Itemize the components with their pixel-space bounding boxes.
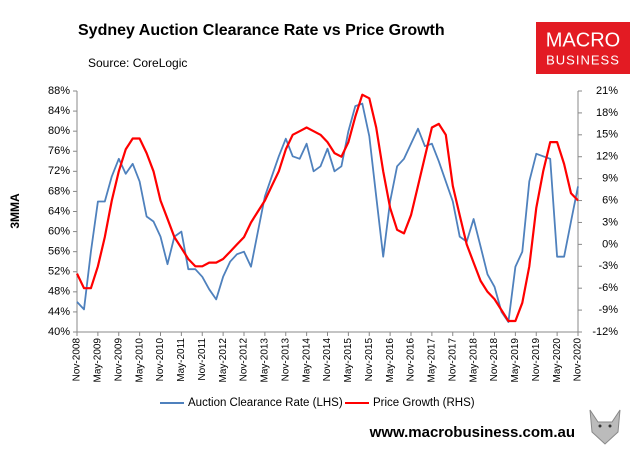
x-tick-label: Nov-2011 — [197, 338, 208, 381]
legend-label: Auction Clearance Rate (LHS) — [188, 397, 343, 409]
y2-tick-label: 0% — [602, 238, 618, 250]
x-tick-label: May-2010 — [134, 338, 145, 383]
x-tick-label: Nov-2015 — [364, 338, 375, 382]
y-tick-label: 44% — [48, 306, 70, 318]
y2-tick-label: -12% — [592, 326, 618, 338]
x-tick-label: May-2014 — [301, 338, 312, 383]
y2-tick-label: -3% — [598, 260, 618, 272]
y-tick-label: 64% — [48, 205, 70, 217]
y-tick-label: 88% — [48, 85, 70, 97]
wolf-icon — [589, 409, 621, 445]
x-tick-label: May-2019 — [510, 338, 521, 383]
y-tick-label: 52% — [48, 266, 70, 278]
x-tick-label: Nov-2014 — [322, 338, 333, 382]
y2-tick-label: 18% — [596, 107, 618, 119]
x-tick-label: May-2020 — [552, 338, 563, 383]
x-tick-label: Nov-2008 — [72, 338, 83, 382]
y-axis-label: 3MMA — [8, 193, 22, 229]
x-tick-label: Nov-2016 — [406, 338, 417, 382]
chart-subtitle: Source: CoreLogic — [88, 56, 187, 70]
x-tick-label: May-2012 — [218, 338, 229, 383]
x-tick-label: Nov-2010 — [155, 338, 166, 382]
x-tick-label: May-2011 — [176, 338, 187, 382]
y-tick-label: 76% — [48, 145, 70, 157]
y2-tick-label: 12% — [596, 151, 618, 163]
x-tick-label: Nov-2018 — [489, 338, 500, 382]
x-tick-label: Nov-2017 — [447, 338, 458, 382]
y2-tick-label: 9% — [602, 173, 618, 185]
legend-label: Price Growth (RHS) — [373, 397, 475, 409]
y2-tick-label: 21% — [596, 85, 618, 97]
y2-tick-label: -6% — [598, 282, 618, 294]
x-tick-label: Nov-2013 — [280, 338, 291, 382]
x-tick-label: May-2009 — [93, 338, 104, 383]
y-tick-label: 48% — [48, 286, 70, 298]
y-tick-label: 80% — [48, 125, 70, 137]
y-tick-label: 84% — [48, 105, 70, 117]
y-tick-label: 72% — [48, 165, 70, 177]
x-tick-label: Nov-2012 — [239, 338, 250, 382]
y2-tick-label: 6% — [602, 194, 618, 206]
x-tick-label: May-2015 — [343, 338, 354, 383]
x-tick-label: May-2013 — [260, 338, 271, 383]
x-tick-label: May-2017 — [427, 338, 438, 383]
x-tick-label: Nov-2019 — [531, 338, 542, 382]
y-tick-label: 68% — [48, 185, 70, 197]
logo-box — [536, 22, 630, 74]
y-tick-label: 40% — [48, 326, 70, 338]
series-line — [76, 93, 579, 323]
website: www.macrobusiness.com.au — [369, 424, 575, 441]
y2-tick-label: -9% — [598, 304, 618, 316]
y2-tick-label: 15% — [596, 129, 618, 141]
x-tick-label: May-2016 — [385, 338, 396, 383]
series-line — [76, 102, 579, 323]
logo-text: BUSINESS — [546, 52, 620, 67]
x-tick-label: Nov-2009 — [113, 338, 124, 382]
y-tick-label: 60% — [48, 225, 70, 237]
chart-title: Sydney Auction Clearance Rate vs Price G… — [78, 22, 445, 39]
x-tick-label: May-2018 — [468, 338, 479, 383]
y2-tick-label: 3% — [602, 216, 618, 228]
logo-text: MACRO — [546, 29, 620, 51]
x-tick-label: Nov-2020 — [573, 338, 584, 382]
y-tick-label: 56% — [48, 246, 70, 258]
